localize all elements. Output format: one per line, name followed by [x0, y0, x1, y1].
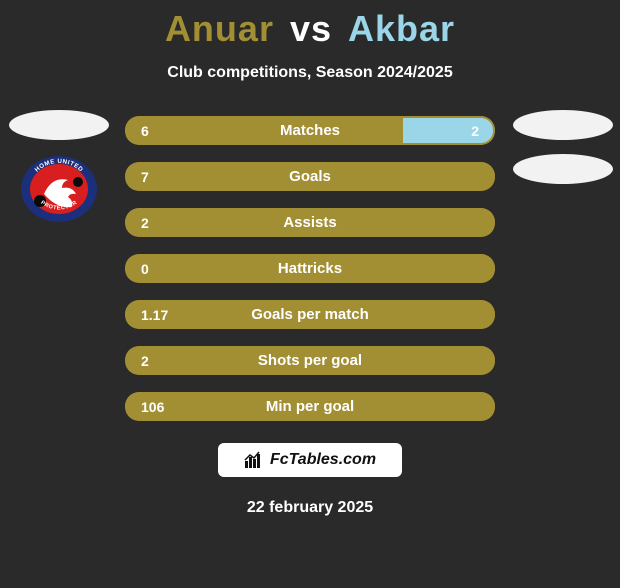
stat-row: 7Goals: [125, 162, 495, 191]
brand-label: FcTables.com: [270, 451, 376, 469]
page-title: Anuarvs Akbar: [0, 8, 620, 50]
title-player-1: Anuar: [165, 8, 274, 49]
stat-rows: 6Matches27Goals2Assists0Hattricks1.17Goa…: [125, 116, 495, 421]
player-1-photo-placeholder: [9, 110, 109, 140]
stat-row: 2Shots per goal: [125, 346, 495, 375]
stat-row: 2Assists: [125, 208, 495, 237]
player-1-club-crest: HOME UNITED PROTECTOR: [19, 154, 99, 224]
stat-label: Min per goal: [201, 398, 419, 415]
stat-label: Hattricks: [201, 260, 419, 277]
stat-value-right: 2: [419, 123, 479, 139]
stat-label: Shots per goal: [201, 352, 419, 369]
stat-value-left: 1.17: [141, 307, 201, 323]
stat-row: 0Hattricks: [125, 254, 495, 283]
stat-value-left: 7: [141, 169, 201, 185]
bar-chart-icon: [244, 451, 264, 469]
stat-row: 106Min per goal: [125, 392, 495, 421]
player-2-club-placeholder: [513, 154, 613, 184]
brand-logo: FcTables.com: [218, 443, 402, 477]
stat-value-left: 2: [141, 215, 201, 231]
stat-label: Goals: [201, 168, 419, 185]
title-player-2: Akbar: [348, 8, 455, 49]
brand-area: FcTables.com: [0, 443, 620, 477]
player-1-side: HOME UNITED PROTECTOR: [8, 110, 110, 224]
stat-row: 6Matches2: [125, 116, 495, 145]
stat-value-left: 106: [141, 399, 201, 415]
player-2-photo-placeholder: [513, 110, 613, 140]
stat-label: Goals per match: [201, 306, 419, 323]
stat-label: Matches: [201, 122, 419, 139]
stat-value-left: 2: [141, 353, 201, 369]
comparison-area: HOME UNITED PROTECTOR 6Matches27Goals2As…: [0, 116, 620, 421]
stat-value-left: 0: [141, 261, 201, 277]
stat-value-left: 6: [141, 123, 201, 139]
stat-label: Assists: [201, 214, 419, 231]
subtitle: Club competitions, Season 2024/2025: [0, 64, 620, 82]
stat-row: 1.17Goals per match: [125, 300, 495, 329]
player-2-side: [512, 110, 614, 184]
date-label: 22 february 2025: [0, 499, 620, 517]
title-vs: vs: [290, 8, 332, 49]
